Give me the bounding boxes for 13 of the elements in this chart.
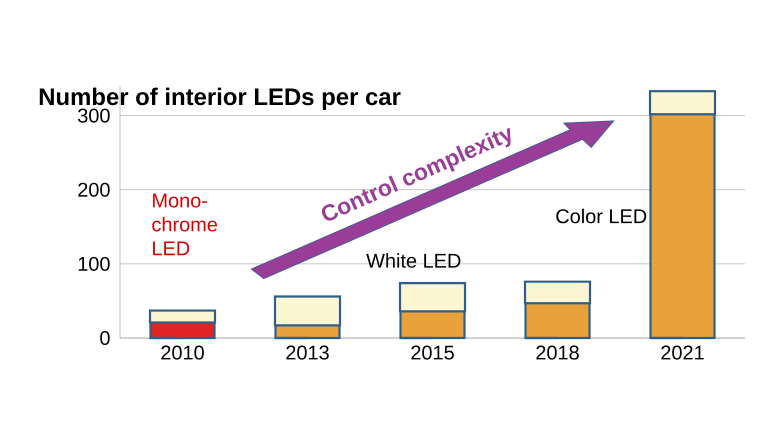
y-tick-label: 0 — [100, 330, 110, 346]
x-tick-label: 2013 — [286, 346, 329, 360]
annotation: Color LED — [556, 208, 646, 224]
y-tick-label: 300 — [78, 108, 110, 123]
x-tick-label: 2018 — [536, 346, 579, 360]
x-tick-label: 2010 — [161, 346, 204, 360]
y-tick-label: 200 — [78, 182, 110, 197]
x-tick-label: 2015 — [411, 346, 454, 360]
chart-title: Number of interior LEDs per car — [40, 88, 401, 110]
y-tick-label: 100 — [78, 256, 110, 271]
annotation: White LED — [366, 253, 460, 268]
annotation: Mono-chrome LED — [152, 194, 217, 256]
x-tick-label: 2021 — [661, 346, 704, 360]
